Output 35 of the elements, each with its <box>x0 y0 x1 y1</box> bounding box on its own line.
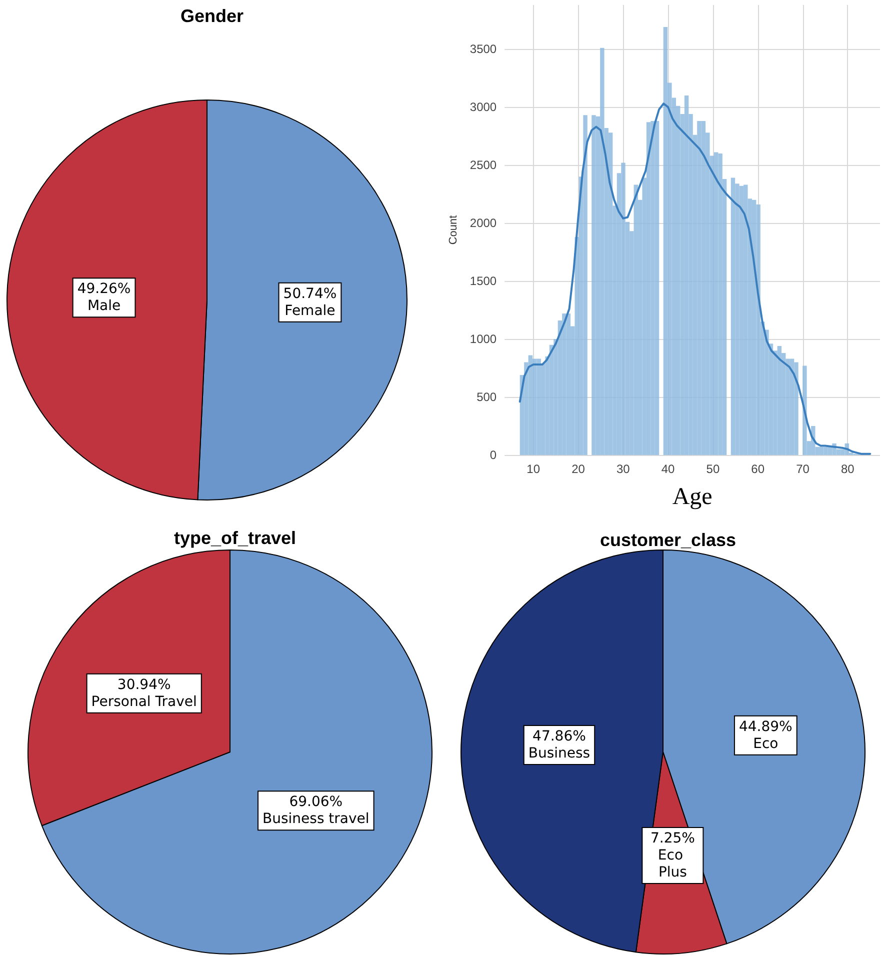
x-tick-label: 40 <box>661 462 676 476</box>
y-tick-label: 1000 <box>470 332 497 346</box>
data-label: 30.94% <box>117 676 171 693</box>
slice-label: Business travel <box>262 811 370 828</box>
y-tick-label: 2000 <box>470 216 497 230</box>
slice-label: Eco Plus <box>658 848 688 881</box>
chart-title: type_of_travel <box>174 528 296 548</box>
x-tick-label: 70 <box>796 462 810 476</box>
y-tick-label: 0 <box>490 448 497 462</box>
slice-label: Eco <box>753 736 778 752</box>
x-tick-label: 50 <box>706 462 720 476</box>
slice-label: Business <box>528 746 590 762</box>
x-tick-label: 30 <box>616 462 630 476</box>
data-label: 69.06% <box>289 794 343 810</box>
y-tick-label: 1500 <box>470 274 497 288</box>
x-tick-label: 60 <box>751 462 765 476</box>
x-axis-title: Age <box>672 484 712 510</box>
data-label: 49.26% <box>77 281 131 298</box>
y-axis-title: Count <box>448 215 460 245</box>
slice-label: Female <box>284 302 336 319</box>
y-tick-label: 3500 <box>470 42 497 56</box>
y-tick-label: 2500 <box>470 158 497 172</box>
data-label: 50.74% <box>283 286 337 302</box>
slice-label: Personal Travel <box>91 694 197 710</box>
slice-label: Male <box>87 298 121 314</box>
data-label: 7.25% <box>650 830 695 847</box>
x-tick-label: 20 <box>572 462 586 476</box>
x-tick-label: 10 <box>526 462 540 476</box>
y-tick-label: 3000 <box>470 100 497 114</box>
chart-title: customer_class <box>600 530 736 550</box>
data-label: 47.86% <box>532 728 586 745</box>
x-tick-label: 80 <box>840 462 855 476</box>
y-tick-label: 500 <box>476 390 497 404</box>
chart-title: Gender <box>180 6 244 26</box>
data-label: 44.89% <box>738 718 792 735</box>
